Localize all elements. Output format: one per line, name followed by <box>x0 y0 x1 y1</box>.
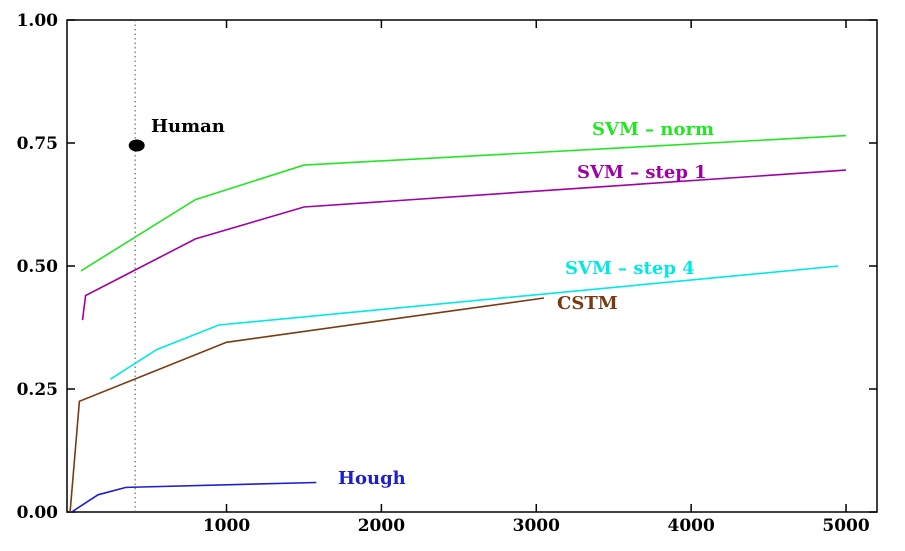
point-human <box>128 139 145 152</box>
y-tick-label: 0.00 <box>17 503 59 523</box>
series-label-hough: Hough <box>338 468 406 489</box>
plot-frame <box>66 19 878 513</box>
x-tick-label: 4000 <box>667 516 714 536</box>
point-label-human: Human <box>151 116 225 137</box>
y-tick-label: 0.75 <box>17 134 58 154</box>
x-tick-label: 3000 <box>513 516 560 536</box>
series-layer <box>69 134 847 513</box>
point-layer <box>128 139 145 152</box>
x-tick-label: 1000 <box>203 516 250 536</box>
series-label-cstm: CSTM <box>557 293 618 314</box>
x-tick-label: 5000 <box>822 516 869 536</box>
tick-layer: 0.00 0.25 0.50 0.75 1.00 1000 2000 3000 4000 5000 <box>17 11 877 536</box>
y-tick-label: 0.50 <box>17 257 59 277</box>
series-line-svm-step-4 <box>109 265 839 380</box>
label-layer: SVM – norm SVM – step 1 SVM – step 4 CSTM Ho… <box>151 116 714 489</box>
y-tick-label: 0.25 <box>17 380 58 400</box>
series-line-svm-step-1 <box>81 169 847 321</box>
series-line-hough <box>71 481 317 513</box>
series-line-cstm <box>69 297 545 513</box>
series-label-svm-norm: SVM – norm <box>592 119 714 140</box>
series-line-svm-norm <box>80 134 847 272</box>
x-tick-label: 2000 <box>358 516 405 536</box>
series-label-svm-step-4: SVM – step 4 <box>565 258 695 279</box>
y-tick-label: 1.00 <box>17 11 59 31</box>
series-label-svm-step-1: SVM – step 1 <box>577 162 707 183</box>
